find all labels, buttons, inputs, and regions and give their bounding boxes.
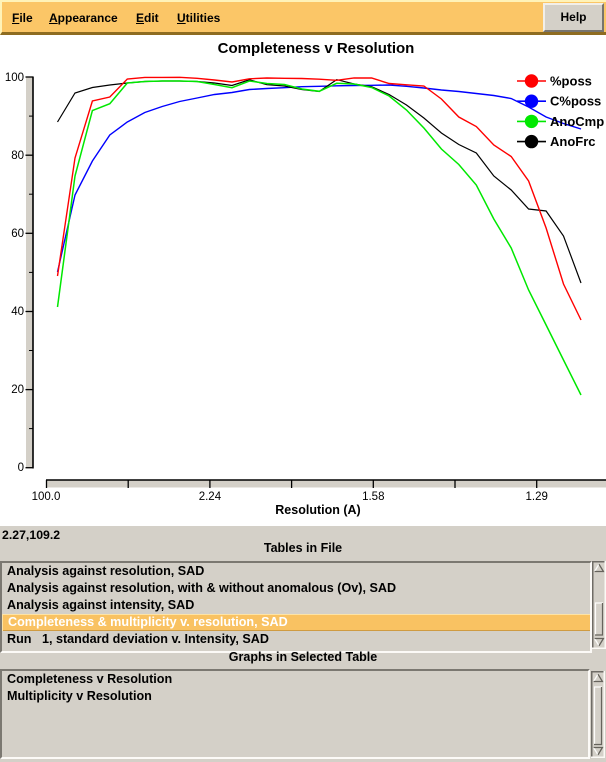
svg-text:40: 40 xyxy=(11,306,24,318)
svg-text:100.0: 100.0 xyxy=(32,491,61,503)
svg-text:20: 20 xyxy=(11,384,24,396)
svg-text:Resolution (A): Resolution (A) xyxy=(275,503,360,517)
svg-text:80: 80 xyxy=(11,150,24,162)
svg-text:0: 0 xyxy=(18,462,24,474)
svg-text:%poss: %poss xyxy=(550,74,592,89)
svg-text:100: 100 xyxy=(5,72,24,84)
svg-text:Completeness v Resolution: Completeness v Resolution xyxy=(218,40,415,57)
svg-text:60: 60 xyxy=(11,228,24,240)
svg-text:1.29: 1.29 xyxy=(526,491,548,503)
svg-text:2.24: 2.24 xyxy=(199,491,222,503)
svg-text:AnoCmp: AnoCmp xyxy=(550,114,604,129)
svg-text:AnoFrc: AnoFrc xyxy=(550,134,596,149)
svg-text:C%poss: C%poss xyxy=(550,94,601,109)
svg-text:1.58: 1.58 xyxy=(362,491,384,503)
